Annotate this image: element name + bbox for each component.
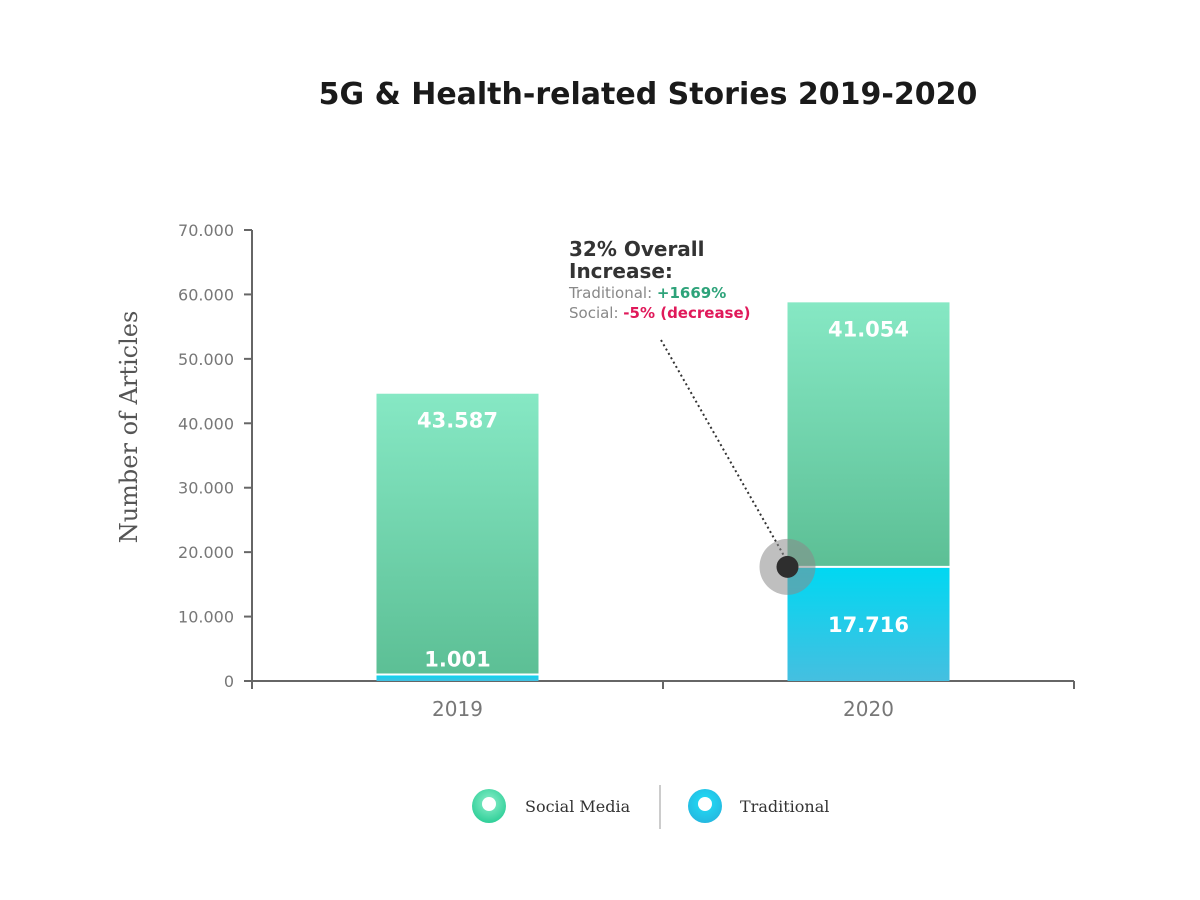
bar-label-social-media-2019: 43.587 (417, 409, 498, 433)
bar-label-traditional-2020: 17.716 (828, 613, 909, 637)
y-tick-label: 40.000 (178, 414, 234, 433)
y-tick-label: 60.000 (178, 285, 234, 304)
y-tick-label: 20.000 (178, 543, 234, 562)
legend: Social Media Traditional (472, 785, 829, 829)
y-tick-label: 10.000 (178, 608, 234, 627)
y-tick-label: 70.000 (178, 221, 234, 240)
bar-traditional-2019 (376, 674, 539, 681)
annotation-heading-line1: 32% Overall (569, 237, 705, 261)
y-tick-label: 50.000 (178, 350, 234, 369)
legend-traditional-icon-center (698, 797, 712, 811)
annotation-social-prefix: Social: (569, 304, 623, 322)
x-tick-label: 2019 (432, 697, 483, 721)
bars (376, 302, 950, 681)
bar-social-media-2019 (376, 393, 539, 675)
y-axis-label: Number of Articles (115, 311, 143, 544)
bar-label-social-media-2020: 41.054 (828, 317, 909, 341)
legend-item-traditional: Traditional (688, 789, 829, 823)
annotation-marker-dot (776, 555, 799, 578)
bar-label-traditional-2019: 1.001 (424, 648, 490, 672)
annotation-traditional-line: Traditional: +1669% (568, 284, 726, 302)
bar-labels: 43.587 1.001 41.054 17.716 (417, 317, 909, 671)
y-tick-label: 30.000 (178, 479, 234, 498)
annotation-traditional-value: +1669% (657, 284, 726, 302)
bar-traditional-2020 (787, 566, 950, 681)
chart-title: 5G & Health-related Stories 2019-2020 (319, 77, 978, 112)
annotation-social-line: Social: -5% (decrease) (569, 304, 751, 322)
legend-social-media-label: Social Media (525, 797, 631, 816)
annotation-heading-line2: Increase: (569, 259, 673, 283)
annotation-leader-line (660, 339, 785, 556)
x-tick-label: 2020 (843, 697, 894, 721)
y-tick-label: 0 (224, 672, 234, 691)
annotation-traditional-prefix: Traditional: (568, 284, 657, 302)
annotation: 32% Overall Increase: Traditional: +1669… (568, 237, 816, 595)
legend-traditional-label: Traditional (740, 797, 829, 816)
annotation-social-value: -5% (decrease) (623, 304, 750, 322)
legend-social-media-icon-center (482, 797, 496, 811)
axes: 0 10.000 20.000 30.000 40.000 50.000 60.000 70.… (178, 221, 1075, 721)
bar-social-media-2020 (787, 302, 950, 567)
legend-item-social-media: Social Media (472, 789, 631, 823)
